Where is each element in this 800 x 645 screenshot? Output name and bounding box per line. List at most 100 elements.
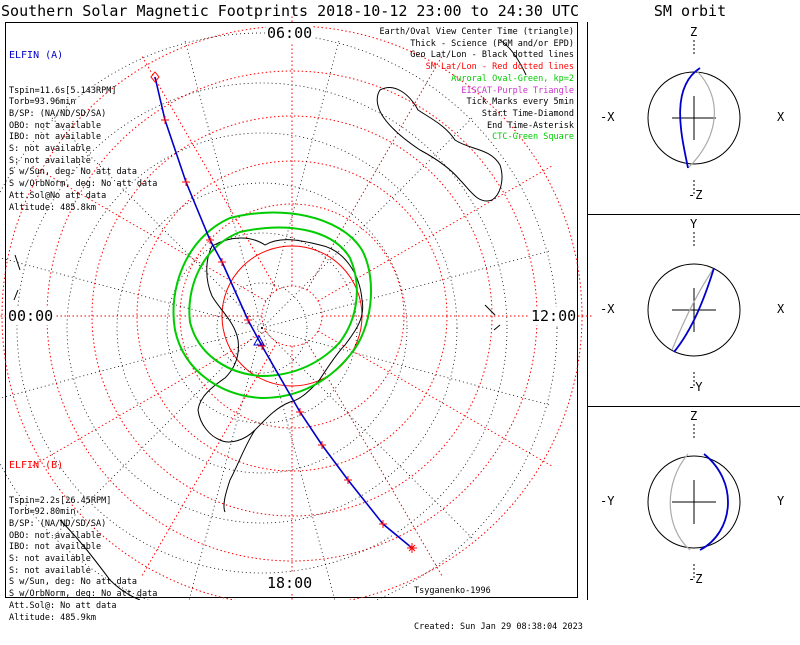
coastlines	[13, 39, 527, 600]
sm-lon-line	[317, 165, 553, 302]
elfin-b-line-3: OBO: not available	[9, 530, 102, 541]
trace-tick	[182, 178, 190, 186]
orbit-axis-label-left: -X	[600, 110, 615, 124]
elfin-a-line-3: OBO: not available	[9, 120, 102, 131]
trace-tick	[244, 316, 252, 324]
elfin-a-line-6: S: not available	[9, 155, 91, 166]
orbit-panels	[647, 40, 741, 580]
plot-title: Southern Solar Magnetic Footprints 2018-…	[1, 2, 579, 20]
trace-tick	[161, 116, 169, 124]
orbit-track	[673, 267, 715, 353]
legend-item-8: End Time-Asterisk	[487, 120, 574, 131]
orbit-axis-label-bottom: -Z	[688, 188, 703, 202]
orbit-ghost	[687, 69, 715, 169]
geo-lon-line	[183, 38, 263, 329]
orbit-axis-label-top: Z	[690, 25, 698, 39]
orbit-axis-label-bottom: -Y	[688, 380, 703, 394]
view-center-triangle	[253, 334, 265, 346]
elfin-a-line-2: B/SP: (NA/ND/SD/SA)	[9, 108, 107, 119]
sm-lon-line	[141, 55, 278, 291]
footprint-trace	[150, 71, 417, 553]
elfin-a-line-9: Att.Sol@No att data	[9, 190, 107, 201]
elfin-b-name: ELFIN (B)	[9, 460, 64, 472]
legend-item-3: SM Lat/Lon - Red dotted lines	[425, 62, 574, 73]
elfin-a-line-0: Tspin=11.6s[5.143RPM]	[9, 85, 117, 96]
created-timestamp: Created: Sun Jan 29 08:38:04 2023	[414, 621, 583, 632]
map-frame	[5, 22, 578, 598]
elfin-b-line-2: B/SP: (NA/ND/SD/SA)	[9, 518, 107, 529]
clock-label-right: 12:00	[530, 307, 578, 325]
orbit-title: SM orbit	[653, 2, 727, 20]
elfin-a-info: ELFIN (A) Tspin=11.6s[5.143RPM] Torb=93.9…	[9, 27, 157, 226]
orbit-axis-label-bottom: -Z	[688, 572, 703, 586]
elfin-b-line-4: IBO: not available	[9, 542, 102, 553]
legend-item-7: Start Time-Diamond	[481, 108, 574, 119]
orbit-axis-label-right: X	[777, 302, 785, 316]
sm-lat-circle	[91, 115, 493, 517]
elfin-a-line-5: S: not available	[9, 144, 91, 155]
geo-lat-circle	[116, 182, 408, 474]
elfin-b-line-10: Altitude: 485.9km	[9, 612, 96, 623]
orbit-axis-label-top: Z	[690, 409, 698, 423]
trace-tick	[296, 408, 304, 416]
antarctic-peninsula	[223, 429, 256, 513]
trace-tick	[379, 520, 387, 528]
antarctica-coast	[197, 237, 364, 443]
end-asterisk	[407, 543, 417, 553]
sm-lon-line	[317, 330, 553, 467]
orbit-ghost	[671, 267, 715, 351]
sm-lat-circle	[136, 160, 448, 472]
elfin-a-line-4: IBO: not available	[9, 132, 102, 143]
south-america-coast	[59, 519, 141, 600]
legend-item-4: Auroral Oval-Green, kp=2	[451, 73, 574, 84]
elfin-a-line-7: S w/Sun, deg: No att data	[9, 167, 137, 178]
islands	[13, 254, 501, 331]
orbit-axis-label-left: -Y	[600, 494, 615, 508]
legend-item-9: CTC-Green Square	[492, 132, 574, 143]
orbit-track	[699, 453, 729, 551]
earth-circle	[647, 455, 741, 549]
trace-tick	[318, 441, 326, 449]
geo-lat-circle	[216, 282, 308, 374]
geo-lat-circle	[16, 82, 508, 574]
geo-lon-line	[261, 327, 475, 541]
auroral-oval	[172, 211, 373, 400]
geo-lat-circle	[66, 132, 458, 524]
elfin-b-line-9: Att.Sol@: No att data	[9, 600, 117, 611]
nz-coast	[499, 39, 527, 76]
legend-item-1: Thick - Science (FGM and/or EPD)	[410, 38, 574, 49]
elfin-a-line-1: Torb=93.96min	[9, 97, 76, 108]
geo-lat-circle	[0, 32, 558, 600]
orbit-axis-label-left: -X	[600, 302, 615, 316]
sm-lon-line	[31, 165, 267, 302]
elfin-b-line-8: S w/OrbNorm, deg: No att data	[9, 589, 158, 600]
legend-item-5: EISCAT-Purple Triangle	[461, 85, 574, 96]
clock-label-top: 06:00	[266, 24, 314, 42]
elfin-b-line-0: Tspin=2.2s[26.45RPM]	[9, 495, 112, 506]
elfin-b-info: ELFIN (B) Tspin=2.2s[26.45RPM] Torb=92.80…	[9, 437, 157, 636]
sm-lon-line	[141, 341, 278, 577]
legend-item-0: Earth/Oval View Center Time (triangle)	[379, 27, 574, 37]
elfin-a-lines: Tspin=11.6s[5.143RPM] Torb=93.96min B/SP: …	[9, 86, 157, 215]
geo-lon-line	[0, 327, 263, 399]
trace-tick	[218, 258, 226, 266]
sm-lon-line	[306, 341, 443, 577]
sm-lon-line	[306, 55, 443, 291]
australia-coast	[376, 87, 503, 202]
elfin-b-line-1: Torb=92.80min	[9, 507, 76, 518]
orbit-axis-label-right: X	[777, 110, 785, 124]
elfin-a-line-10: Altitude: 485.8km	[9, 202, 96, 213]
trace-tick	[258, 342, 266, 350]
oval-outer	[172, 211, 373, 400]
credit: Tsyganenko-1996 Created: Sun Jan 29 08:3…	[414, 563, 583, 645]
elfin-b-lines: Tspin=2.2s[26.45RPM] Torb=92.80min B/SP: (…	[9, 496, 157, 625]
orbit-axis-label-top: Y	[690, 217, 698, 231]
geo-lon-line	[261, 38, 341, 329]
trace-line	[154, 76, 413, 549]
legend-item-2: Geo Lat/Lon - Black dotted lines	[410, 50, 574, 61]
elfin-b-line-6: S: not available	[9, 565, 91, 576]
orbit-axis-label-right: Y	[777, 494, 785, 508]
trace-tick	[344, 476, 352, 484]
elfin-b-line-7: S w/Sun, deg: No att data	[9, 577, 137, 588]
oval-inner	[188, 226, 358, 378]
